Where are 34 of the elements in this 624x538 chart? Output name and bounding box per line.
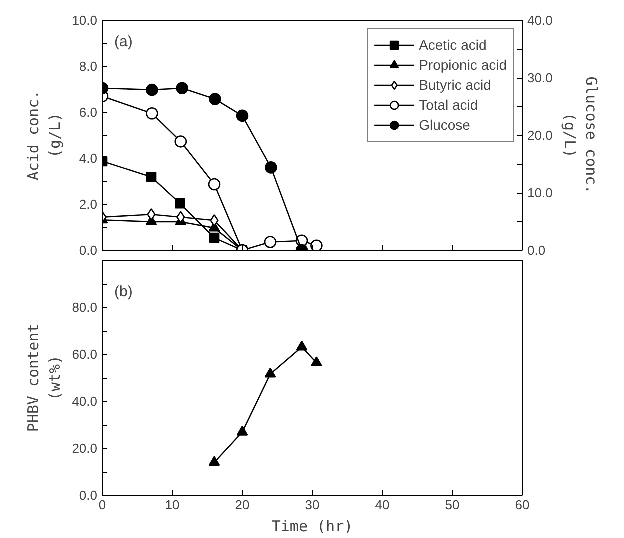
x-tick-label: 40 xyxy=(375,498,390,512)
legend-label: Total acid xyxy=(419,97,478,113)
x-tick-label: 60 xyxy=(515,498,530,512)
y-axis-title: Acid conc. (g/L) xyxy=(24,90,64,181)
annotation: (a) xyxy=(114,34,133,50)
y2-tick-label: 10.0 xyxy=(528,186,553,200)
y-tick-label: 40.0 xyxy=(72,394,98,409)
y-tick-label: 0.0 xyxy=(79,243,98,258)
legend-label: Butyric acid xyxy=(419,77,492,93)
legend-label: Propionic acid xyxy=(419,57,507,73)
y2-tick-label: 0.0 xyxy=(528,243,546,258)
y-tick-label: 60.0 xyxy=(72,347,98,362)
legend-label: Glucose xyxy=(419,117,470,133)
y2-tick-label: 30.0 xyxy=(528,70,553,86)
y-tick-label: 0.0 xyxy=(79,488,98,503)
x-tick-label: 20 xyxy=(235,498,250,512)
x-tick-label: 10 xyxy=(165,498,180,512)
y-tick-label: 10.0 xyxy=(72,13,98,28)
y2-tick-label: 20.0 xyxy=(528,128,553,143)
x-tick-label: 0 xyxy=(98,498,106,512)
x-axis-title: Time (hr) xyxy=(272,518,354,536)
legend-label: Acetic acid xyxy=(419,37,487,53)
annotation: (b) xyxy=(114,284,133,300)
x-tick-label: 30 xyxy=(305,498,320,512)
y-tick-label: 20.0 xyxy=(72,441,98,456)
y-tick-label: 80.0 xyxy=(72,300,98,315)
y-tick-label: 8.0 xyxy=(79,59,98,74)
y-tick-label: 6.0 xyxy=(79,105,98,120)
x-tick-label: 50 xyxy=(445,498,460,512)
y-tick-label: 4.0 xyxy=(79,151,98,166)
y2-tick-label: 40.0 xyxy=(528,13,553,28)
y2-axis-title: Glucose conc. (g/L) xyxy=(560,76,600,194)
y-tick-label: 2.0 xyxy=(79,197,98,212)
y-axis-title: PHBV content (wt%) xyxy=(24,324,64,432)
